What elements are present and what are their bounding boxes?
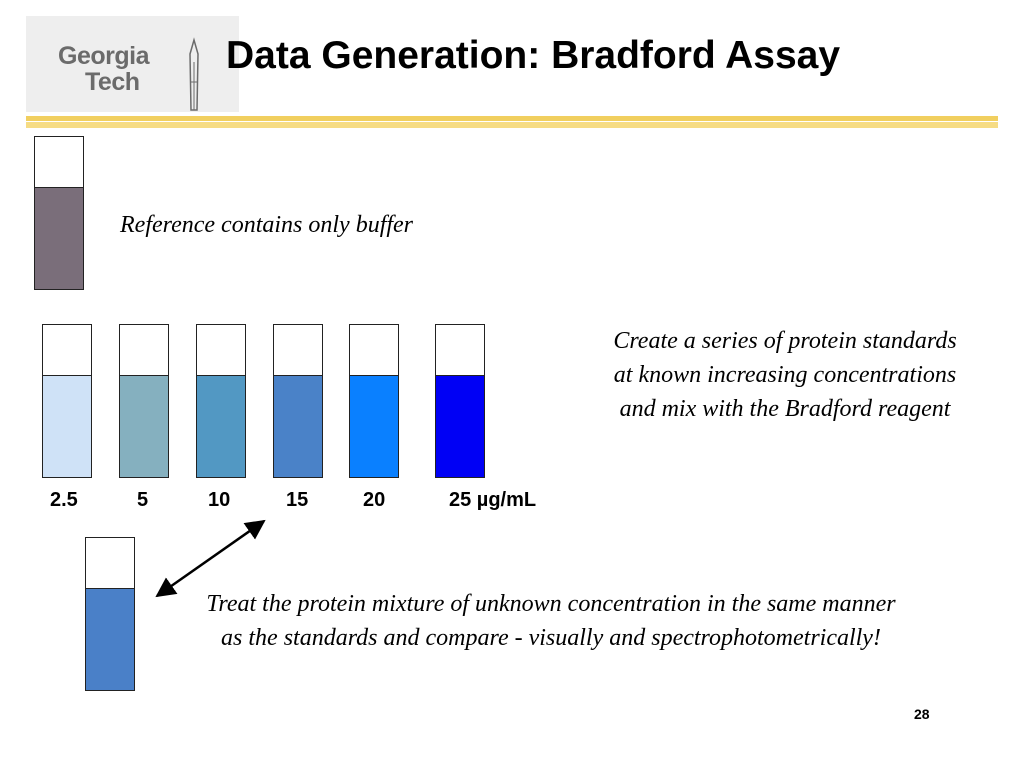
standard-tube-6: [435, 324, 485, 478]
tube-liquid: [197, 376, 245, 477]
tube-liquid: [274, 376, 322, 477]
reference-tube: [34, 136, 84, 290]
concentration-label: 5: [137, 489, 149, 511]
logo-tower-icon: [189, 37, 199, 111]
unknown-tube: [85, 537, 135, 691]
title-divider: [26, 116, 998, 121]
tube-liquid: [35, 188, 83, 289]
reference-caption: Reference contains only buffer: [120, 212, 414, 238]
unknown-caption: Treat the protein mixture of unknown con…: [206, 591, 896, 651]
standard-tube-1: [42, 324, 92, 478]
tube-liquid: [350, 376, 398, 477]
slide-title: Data Generation: Bradford Assay: [226, 34, 841, 77]
standards-caption: Create a series of protein standards at …: [613, 328, 957, 422]
logo-line-2: Tech: [85, 68, 140, 96]
tube-liquid: [120, 376, 168, 477]
concentration-label: 10: [208, 489, 231, 511]
concentration-label: 15: [286, 489, 309, 511]
tube-headspace: [35, 137, 83, 188]
concentration-label: 2.5: [50, 489, 78, 511]
tube-liquid: [43, 376, 91, 477]
concentration-label: 20: [363, 489, 386, 511]
standard-tube-2: [119, 324, 169, 478]
standard-tube-4: [273, 324, 323, 478]
page-number: 28: [914, 706, 930, 722]
standard-tube-5: [349, 324, 399, 478]
title-divider-shadow: [26, 122, 998, 128]
tube-liquid: [86, 589, 134, 690]
standard-tube-3: [196, 324, 246, 478]
tube-liquid: [436, 376, 484, 477]
logo-line-1: Georgia: [58, 42, 149, 70]
logo: Georgia Tech: [26, 16, 239, 112]
concentration-label: 25 µg/mL: [449, 489, 537, 511]
